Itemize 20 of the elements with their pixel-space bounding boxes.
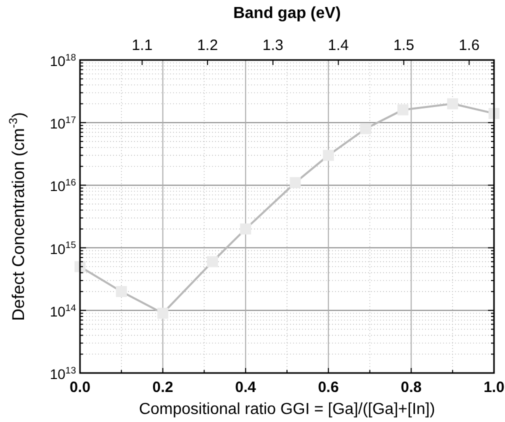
y-tick-label: 10$^{13}$ bbox=[50, 365, 76, 382]
x-tick-label: 0.2 bbox=[152, 379, 174, 396]
y-tick-label: 10$^{16}$ bbox=[50, 178, 76, 194]
x2-tick-label: 1.3 bbox=[262, 37, 284, 54]
x-tick-label: 0.0 bbox=[70, 379, 90, 396]
x-axis-title: Compositional ratio GGI = [Ga]/([Ga]+[In]) bbox=[138, 401, 436, 418]
x2-tick-label: 1.5 bbox=[393, 37, 414, 54]
x2-tick-label: 1.2 bbox=[197, 37, 218, 54]
x-tick-label: 0.6 bbox=[318, 379, 339, 396]
y-tick-label: 10$^{17}$ bbox=[50, 115, 76, 132]
x-tick-label: 0.8 bbox=[400, 379, 422, 396]
x-tick-label: 0.4 bbox=[235, 379, 257, 396]
x2-tick-label: 1.1 bbox=[132, 37, 153, 54]
y-tick-label: 10$^{18}$ bbox=[50, 52, 76, 69]
y-tick-label: 10$^{14}$ bbox=[50, 302, 77, 320]
x2-axis-title: Band gap (eV) bbox=[233, 5, 341, 22]
y-tick-label: 10$^{15}$ bbox=[50, 240, 76, 257]
x2-tick-label: 1.4 bbox=[328, 37, 349, 54]
x2-tick-label: 1.6 bbox=[458, 37, 480, 54]
x-tick-label: 1.0 bbox=[484, 379, 504, 396]
